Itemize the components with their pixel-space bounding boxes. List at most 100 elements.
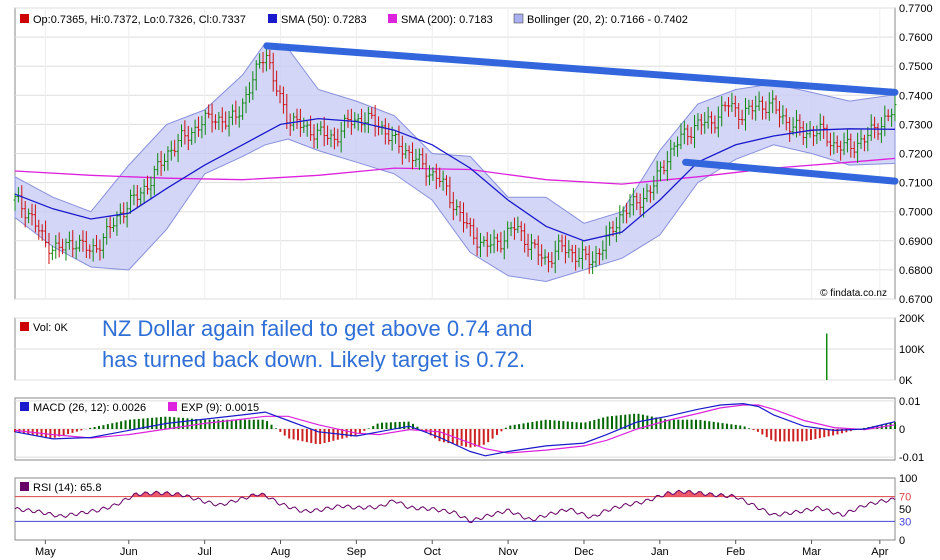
ohlc-bar	[247, 82, 251, 103]
ohlc-bar	[489, 234, 493, 254]
ohlc-bar	[441, 170, 445, 191]
ohlc-bar	[750, 99, 754, 120]
ohlc-bar	[710, 111, 714, 134]
ohlc-bar	[628, 194, 632, 218]
ohlc-bar	[546, 252, 550, 273]
ohlc-bar	[315, 123, 319, 149]
ohlc-bar	[57, 232, 61, 258]
ohlc-bar	[78, 234, 82, 252]
rsi-plot-area	[14, 477, 896, 541]
ohlc-bar	[71, 230, 75, 257]
ohlc-bars	[13, 48, 897, 275]
ohlc-bar	[869, 114, 873, 141]
ohlc-bar	[727, 97, 731, 117]
ohlc-bar	[146, 175, 150, 195]
ohlc-bar	[23, 201, 27, 228]
ohlc-bar	[519, 221, 523, 242]
ohlc-bar	[659, 161, 663, 182]
ohlc-bar	[271, 52, 275, 92]
ohlc-bar	[353, 112, 357, 129]
price-legend: Op:0.7365, Hi:0.7372, Lo:0.7326, Cl:0.73…	[20, 13, 688, 26]
ohlc-bar	[720, 96, 724, 127]
ohlc-bar	[533, 239, 537, 249]
x-tick-label: Oct	[424, 546, 441, 558]
ohlc-bar	[173, 139, 177, 157]
ohlc-bar	[397, 125, 401, 154]
ohlc-bar	[244, 86, 248, 114]
ohlc-bar	[220, 107, 224, 133]
ohlc-bar	[543, 249, 547, 265]
ohlc-bar	[839, 140, 843, 161]
price-y-tick-label: 0.7100	[899, 178, 933, 190]
ohlc-bar	[516, 216, 520, 234]
ohlc-bar	[652, 175, 656, 201]
ohlc-bar	[672, 142, 676, 157]
ohlc-bar	[261, 51, 265, 73]
price-y-tick-label: 0.6800	[899, 265, 933, 277]
rsi-line	[14, 489, 896, 524]
ohlc-bar	[696, 113, 700, 131]
ohlc-bar	[574, 244, 578, 271]
ohlc-bar	[360, 108, 364, 133]
ohlc-bar	[64, 238, 68, 261]
ohlc-bar	[747, 99, 751, 115]
x-tick-label: Jun	[120, 546, 138, 558]
ohlc-bar	[193, 119, 197, 144]
legend-volume-swatch	[20, 322, 29, 331]
ohlc-bar	[648, 185, 652, 203]
annotation-line-1: NZ Dollar again failed to get above 0.74…	[102, 316, 533, 341]
ohlc-bar	[30, 203, 34, 226]
ohlc-bar	[472, 218, 476, 245]
ohlc-bar	[890, 108, 894, 127]
ohlc-bar	[577, 247, 581, 268]
ohlc-bar	[883, 105, 887, 137]
ohlc-bar	[135, 185, 139, 209]
ohlc-bar	[438, 167, 442, 188]
ohlc-bar	[873, 116, 877, 139]
ohlc-bar	[499, 231, 503, 253]
ohlc-bar	[343, 114, 347, 139]
ohlc-bar	[587, 245, 591, 274]
ohlc-bar	[845, 129, 849, 153]
ohlc-bar	[468, 217, 472, 237]
ohlc-bar	[801, 121, 805, 146]
ohlc-bar	[227, 111, 231, 137]
ohlc-bar	[744, 97, 748, 131]
ohlc-bar	[417, 148, 421, 170]
rsi-y-tick-label: 70	[899, 492, 911, 504]
ohlc-bar	[424, 153, 428, 186]
ohlc-bar	[81, 230, 85, 252]
legend-sma50-swatch	[268, 14, 277, 23]
volume-panel: Vol: 0K NZ Dollar again failed to get ab…	[14, 313, 925, 387]
ohlc-bar	[506, 221, 510, 249]
ohlc-bar	[346, 109, 350, 128]
ohlc-bar	[295, 108, 299, 130]
ohlc-bar	[458, 201, 462, 222]
ohlc-bar	[679, 123, 683, 150]
ohlc-bar	[166, 146, 170, 171]
ohlc-bar	[431, 167, 435, 181]
ohlc-bar	[336, 128, 340, 147]
ohlc-bar	[91, 238, 95, 262]
price-y-tick-label: 0.7300	[899, 119, 933, 131]
ohlc-bar	[502, 230, 506, 260]
x-axis: May Jun Jul Aug Sep Oct Nov Dec Jan Feb Mar Apr	[35, 540, 889, 558]
price-y-tick-label: 0.6900	[899, 236, 933, 248]
legend-ohlc-label: Op:0.7365, Hi:0.7372, Lo:0.7326, Cl:0.73…	[33, 14, 246, 26]
legend-bollinger-swatch	[513, 13, 524, 24]
x-tick-label: Mar	[802, 546, 821, 558]
ohlc-bar	[217, 112, 221, 131]
ohlc-bar	[529, 233, 533, 260]
ohlc-bar	[428, 165, 432, 186]
ohlc-bar	[614, 217, 618, 243]
legend-exp-label: EXP (9): 0.0015	[181, 402, 259, 414]
price-y-tick-label: 0.6700	[899, 294, 933, 306]
ohlc-bar	[390, 126, 394, 151]
ohlc-bar	[275, 70, 279, 97]
rsi-y-tick-label: 100	[899, 473, 917, 485]
ohlc-bar	[363, 112, 367, 133]
legend-bollinger-label: Bollinger (20, 2): 0.7166 - 0.7402	[527, 14, 688, 26]
ohlc-bar	[723, 101, 727, 112]
